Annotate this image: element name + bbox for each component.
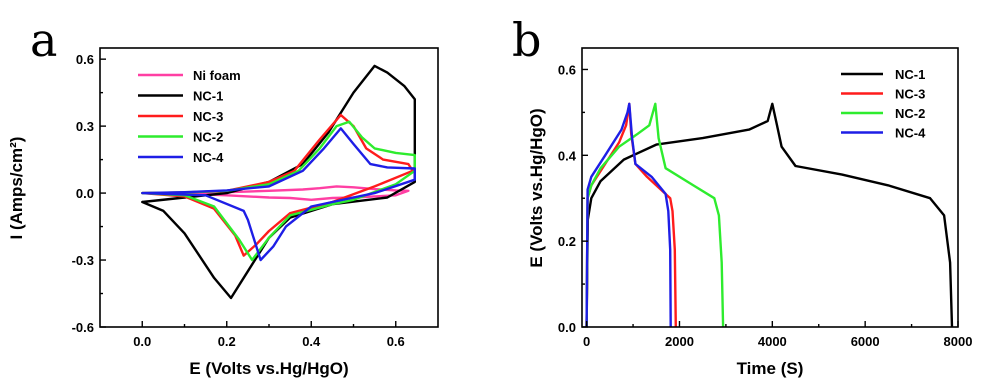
y-tick-label: 0.2: [558, 234, 576, 249]
x-tick-label: 0: [583, 334, 590, 349]
x-tick-label: 8000: [944, 334, 973, 349]
x-tick-label: 0.4: [302, 334, 321, 349]
series-line-nc-1: [141, 64, 416, 300]
y-tick-label: 0.6: [76, 52, 94, 67]
y-tick-label: 0.0: [76, 186, 94, 201]
legend-label: NC-4: [193, 150, 224, 165]
series-group: [585, 102, 954, 327]
x-tick-label: 0.6: [387, 334, 405, 349]
series-line-nc-4: [585, 102, 672, 327]
y-axis-title: E (Volts vs.Hg/HgO): [527, 108, 546, 267]
x-tick-label: 6000: [851, 334, 880, 349]
y-axis-title: I (Amps/cm²): [7, 137, 26, 240]
legend-label: NC-3: [193, 109, 223, 124]
panel-a: a 0.0 0.2 0.4 0.6 -0.6 -0.3 0.0 0.3 0.6 E (Volts v…: [7, 13, 439, 378]
series-line-nc-2: [585, 102, 725, 327]
legend-label: NC-3: [895, 87, 925, 102]
panel-b: b 0 2000 4000 6000 8000 0.0 0.2 0.4 0.6 Time (S) E …: [512, 13, 972, 378]
legend: Ni foam NC-1 NC-3 NC-2 NC-4: [138, 68, 241, 165]
x-tick-label: 2000: [665, 334, 694, 349]
legend-label: Ni foam: [193, 68, 241, 83]
legend-label: NC-2: [895, 106, 925, 121]
legend-label: NC-2: [193, 130, 223, 145]
x-axis-title: E (Volts vs.Hg/HgO): [189, 359, 348, 378]
series-line-nc-2: [141, 120, 416, 262]
panel-letter: b: [512, 13, 541, 67]
series-line-nc-1: [585, 102, 954, 327]
x-axis-title: Time (S): [737, 359, 804, 378]
legend-label: NC-4: [895, 126, 926, 141]
y-tick-label: -0.6: [72, 320, 94, 335]
y-tick-label: 0.0: [558, 320, 576, 335]
series-line-nc-4: [141, 127, 416, 262]
legend-label: NC-1: [193, 89, 223, 104]
series-group: [141, 64, 416, 300]
y-tick-label: 0.4: [558, 148, 577, 163]
legend-label: NC-1: [895, 67, 925, 82]
panel-letter: a: [30, 13, 57, 67]
legend: NC-1 NC-3 NC-2 NC-4: [841, 67, 926, 141]
y-tick-label: 0.6: [558, 62, 576, 77]
y-tick-label: -0.3: [72, 253, 94, 268]
plot-frame: [581, 47, 959, 328]
y-tick-label: 0.3: [76, 119, 94, 134]
series-line-ni-foam: [141, 185, 410, 201]
x-tick-label: 0.0: [133, 334, 151, 349]
x-tick-label: 4000: [758, 334, 787, 349]
x-tick-label: 0.2: [218, 334, 236, 349]
